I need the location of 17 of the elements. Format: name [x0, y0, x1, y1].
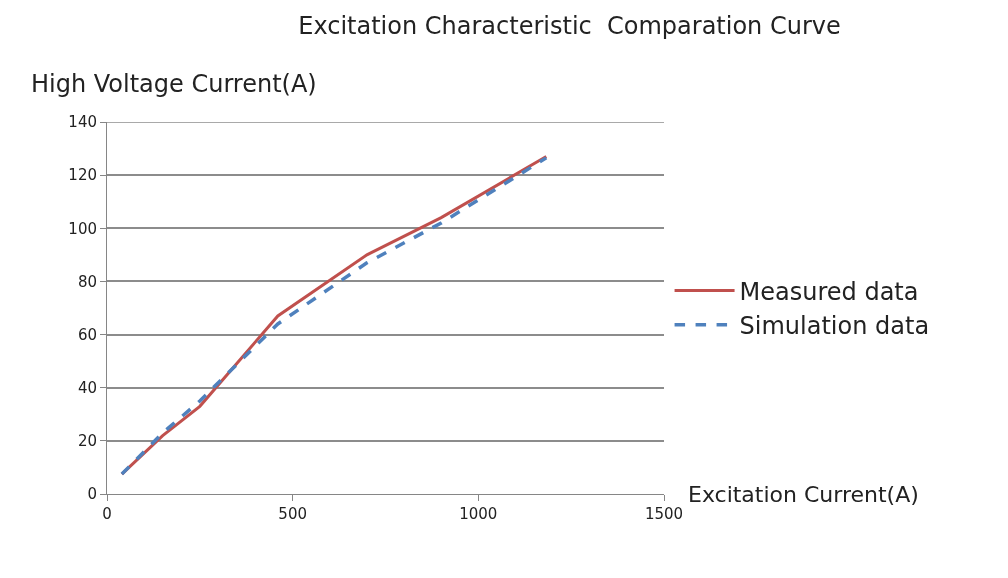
chart-title: Excitation Characteristic Comparation Curve	[298, 12, 841, 41]
y-tick-label: 60	[77, 325, 97, 344]
x-tick-label: 500	[278, 505, 307, 523]
y-tick-label: 120	[68, 166, 97, 185]
x-tick-label: 0	[102, 505, 112, 523]
legend-label: Simulation data	[739, 312, 930, 341]
y-tick-label: 140	[68, 113, 97, 132]
y-tick-label: 80	[77, 272, 97, 291]
y-tick-label: 100	[68, 219, 97, 238]
x-axis-title: Excitation Current(A)	[688, 482, 919, 507]
x-tick-label: 1000	[459, 505, 498, 523]
y-axis-title: High Voltage Current(A)	[31, 70, 317, 98]
x-tick-label: 1500	[644, 505, 684, 523]
y-tick-label: 40	[77, 378, 97, 397]
y-tick-label: 20	[77, 432, 97, 451]
y-tick-label: 0	[87, 485, 97, 504]
legend-label: Measured data	[739, 277, 919, 306]
